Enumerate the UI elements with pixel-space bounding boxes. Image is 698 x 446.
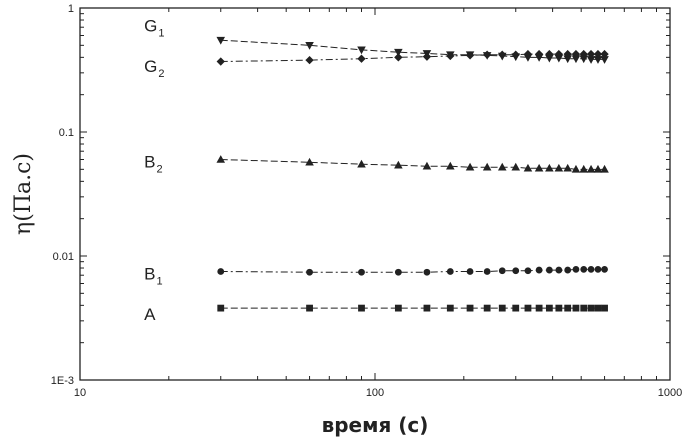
marker-a <box>602 305 608 311</box>
marker-g2 <box>512 51 519 58</box>
y-tick-label: 1E-3 <box>51 375 74 387</box>
marker-b1 <box>602 266 608 272</box>
series-markers <box>217 37 608 311</box>
series-label-b2: B2 <box>144 152 162 175</box>
series-label-a: A <box>144 305 156 324</box>
marker-b1 <box>484 268 490 274</box>
x-tick-label: 100 <box>366 387 384 399</box>
marker-b1 <box>467 268 473 274</box>
marker-b1 <box>546 267 552 273</box>
marker-b1 <box>595 266 601 272</box>
marker-a <box>218 305 224 311</box>
marker-a <box>467 305 473 311</box>
marker-b1 <box>218 268 224 274</box>
marker-b1 <box>525 268 531 274</box>
plot-frame <box>80 8 670 380</box>
series-label-g1: G1 <box>144 17 164 40</box>
marker-a <box>499 305 505 311</box>
marker-b1 <box>556 267 562 273</box>
marker-a <box>307 305 313 311</box>
marker-a <box>525 305 531 311</box>
marker-g2 <box>358 55 365 62</box>
marker-a <box>359 305 365 311</box>
marker-g2 <box>217 58 224 65</box>
marker-a <box>588 305 594 311</box>
marker-a <box>536 305 542 311</box>
marker-a <box>424 305 430 311</box>
marker-g2 <box>499 51 506 58</box>
marker-b1 <box>307 269 313 275</box>
marker-g2 <box>395 54 402 61</box>
marker-b1 <box>359 269 365 275</box>
marker-b1 <box>581 266 587 272</box>
y-tick-label: 0.1 <box>59 127 74 139</box>
y-tick-label: 0.01 <box>53 251 74 263</box>
marker-a <box>484 305 490 311</box>
x-tick-label: 10 <box>74 387 86 399</box>
marker-g2 <box>306 57 313 64</box>
marker-a <box>565 305 571 311</box>
marker-b1 <box>513 268 519 274</box>
series-line-b2 <box>221 160 605 170</box>
marker-a <box>556 305 562 311</box>
marker-a <box>395 305 401 311</box>
x-tick-label: 1000 <box>658 387 682 399</box>
series-label-g2: G2 <box>144 57 164 80</box>
marker-b1 <box>536 267 542 273</box>
marker-a <box>447 305 453 311</box>
series-labels: G1 G2 B2 B1 A <box>144 17 164 324</box>
marker-a <box>513 305 519 311</box>
marker-a <box>546 305 552 311</box>
marker-b1 <box>588 266 594 272</box>
marker-a <box>573 305 579 311</box>
x-axis-title: время (c) <box>322 413 429 437</box>
marker-b1 <box>573 266 579 272</box>
series-label-b1: B1 <box>144 265 162 288</box>
marker-b1 <box>447 268 453 274</box>
marker-g2 <box>423 53 430 60</box>
y-tick-label: 1 <box>68 3 74 15</box>
marker-a <box>581 305 587 311</box>
marker-b1 <box>565 267 571 273</box>
marker-b1 <box>395 269 401 275</box>
marker-a <box>595 305 601 311</box>
y-axis-title: η(Па.с) <box>11 153 36 235</box>
marker-b1 <box>499 268 505 274</box>
marker-b1 <box>424 269 430 275</box>
